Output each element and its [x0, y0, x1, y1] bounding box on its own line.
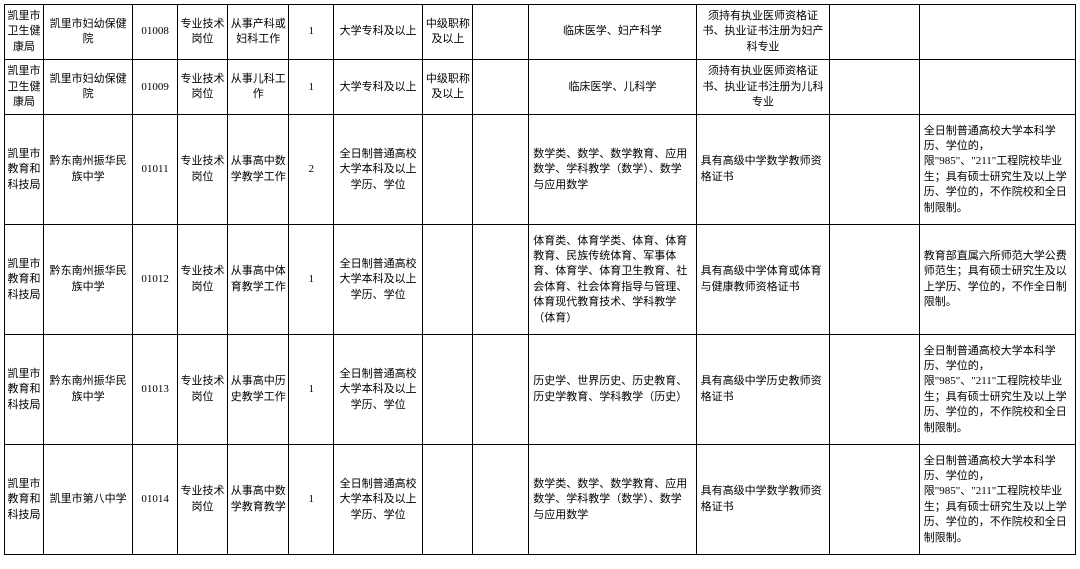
cell-remark: 全日制普通高校大学本科学历、学位的，限"985"、"211"工程院校毕业生；具有… [919, 115, 1075, 225]
cell-remark: 全日制普通高校大学本科学历、学位的，限"985"、"211"工程院校毕业生；具有… [919, 445, 1075, 555]
cell-code: 01012 [133, 225, 178, 335]
cell-dept: 凯里市卫生健康局 [5, 60, 44, 115]
cell-count: 2 [289, 115, 334, 225]
cell-blank1 [473, 5, 529, 60]
cell-code: 01013 [133, 335, 178, 445]
cell-blank1 [473, 115, 529, 225]
cell-count: 1 [289, 335, 334, 445]
cell-edu: 全日制普通高校大学本科及以上学历、学位 [334, 445, 423, 555]
cell-posttype: 专业技术岗位 [177, 60, 227, 115]
cell-edu: 全日制普通高校大学本科及以上学历、学位 [334, 115, 423, 225]
cell-blank2 [830, 60, 919, 115]
cell-major: 临床医学、儿科学 [529, 60, 696, 115]
cell-duty: 从事高中数学教学工作 [228, 115, 289, 225]
cell-code: 01011 [133, 115, 178, 225]
cell-posttype: 专业技术岗位 [177, 5, 227, 60]
cell-major: 数学类、数学、数学教育、应用数学、学科教学（数学）、数学与应用数学 [529, 115, 696, 225]
cell-remark: 全日制普通高校大学本科学历、学位的，限"985"、"211"工程院校毕业生；具有… [919, 335, 1075, 445]
cell-major: 历史学、世界历史、历史教育、历史学教育、学科教学（历史） [529, 335, 696, 445]
cell-unit: 黔东南州振华民族中学 [44, 115, 133, 225]
cell-remark [919, 60, 1075, 115]
cell-posttype: 专业技术岗位 [177, 115, 227, 225]
cell-edu: 大学专科及以上 [334, 60, 423, 115]
cell-cert: 具有高级中学数学教师资格证书 [696, 115, 830, 225]
cell-title [423, 115, 473, 225]
cell-cert: 须持有执业医师资格证书、执业证书注册为妇产科专业 [696, 5, 830, 60]
cell-blank2 [830, 5, 919, 60]
cell-posttype: 专业技术岗位 [177, 445, 227, 555]
cell-cert: 须持有执业医师资格证书、执业证书注册为儿科专业 [696, 60, 830, 115]
cell-duty: 从事儿科工作 [228, 60, 289, 115]
cell-title [423, 445, 473, 555]
table-row: 凯里市卫生健康局 凯里市妇幼保健院 01009 专业技术岗位 从事儿科工作 1 … [5, 60, 1076, 115]
cell-title: 中级职称及以上 [423, 60, 473, 115]
cell-blank1 [473, 335, 529, 445]
cell-unit: 凯里市妇幼保健院 [44, 5, 133, 60]
cell-count: 1 [289, 5, 334, 60]
cell-count: 1 [289, 60, 334, 115]
cell-dept: 凯里市教育和科技局 [5, 115, 44, 225]
cell-unit: 凯里市第八中学 [44, 445, 133, 555]
cell-remark [919, 5, 1075, 60]
cell-edu: 全日制普通高校大学本科及以上学历、学位 [334, 225, 423, 335]
table-row: 凯里市教育和科技局 黔东南州振华民族中学 01013 专业技术岗位 从事高中历史… [5, 335, 1076, 445]
cell-unit: 黔东南州振华民族中学 [44, 225, 133, 335]
cell-edu: 大学专科及以上 [334, 5, 423, 60]
cell-code: 01014 [133, 445, 178, 555]
cell-major: 临床医学、妇产科学 [529, 5, 696, 60]
cell-duty: 从事高中历史教学工作 [228, 335, 289, 445]
cell-unit: 凯里市妇幼保健院 [44, 60, 133, 115]
cell-duty: 从事高中数学教育教学 [228, 445, 289, 555]
cell-blank1 [473, 225, 529, 335]
cell-posttype: 专业技术岗位 [177, 335, 227, 445]
cell-dept: 凯里市卫生健康局 [5, 5, 44, 60]
cell-unit: 黔东南州振华民族中学 [44, 335, 133, 445]
table-row: 凯里市教育和科技局 黔东南州振华民族中学 01012 专业技术岗位 从事高中体育… [5, 225, 1076, 335]
cell-title: 中级职称及以上 [423, 5, 473, 60]
cell-blank2 [830, 445, 919, 555]
cell-code: 01008 [133, 5, 178, 60]
table-row: 凯里市教育和科技局 凯里市第八中学 01014 专业技术岗位 从事高中数学教育教… [5, 445, 1076, 555]
cell-blank2 [830, 115, 919, 225]
cell-blank1 [473, 60, 529, 115]
cell-dept: 凯里市教育和科技局 [5, 445, 44, 555]
cell-count: 1 [289, 445, 334, 555]
table-row: 凯里市卫生健康局 凯里市妇幼保健院 01008 专业技术岗位 从事产科或妇科工作… [5, 5, 1076, 60]
cell-major: 数学类、数学、数学教育、应用数学、学科教学（数学）、数学与应用数学 [529, 445, 696, 555]
cell-blank2 [830, 225, 919, 335]
cell-duty: 从事产科或妇科工作 [228, 5, 289, 60]
cell-title [423, 225, 473, 335]
cell-duty: 从事高中体育教学工作 [228, 225, 289, 335]
cell-major: 体育类、体育学类、体育、体育教育、民族传统体育、军事体育、体育学、体育卫生教育、… [529, 225, 696, 335]
cell-code: 01009 [133, 60, 178, 115]
cell-remark: 教育部直属六所师范大学公费师范生；具有硕士研究生及以上学历、学位的，不作全日制限… [919, 225, 1075, 335]
jobs-table: 凯里市卫生健康局 凯里市妇幼保健院 01008 专业技术岗位 从事产科或妇科工作… [4, 4, 1076, 555]
cell-dept: 凯里市教育和科技局 [5, 225, 44, 335]
cell-cert: 具有高级中学历史教师资格证书 [696, 335, 830, 445]
table-row: 凯里市教育和科技局 黔东南州振华民族中学 01011 专业技术岗位 从事高中数学… [5, 115, 1076, 225]
cell-posttype: 专业技术岗位 [177, 225, 227, 335]
cell-count: 1 [289, 225, 334, 335]
cell-cert: 具有高级中学体育或体育与健康教师资格证书 [696, 225, 830, 335]
cell-cert: 具有高级中学数学教师资格证书 [696, 445, 830, 555]
table-body: 凯里市卫生健康局 凯里市妇幼保健院 01008 专业技术岗位 从事产科或妇科工作… [5, 5, 1076, 555]
cell-edu: 全日制普通高校大学本科及以上学历、学位 [334, 335, 423, 445]
cell-blank1 [473, 445, 529, 555]
cell-title [423, 335, 473, 445]
cell-dept: 凯里市教育和科技局 [5, 335, 44, 445]
cell-blank2 [830, 335, 919, 445]
